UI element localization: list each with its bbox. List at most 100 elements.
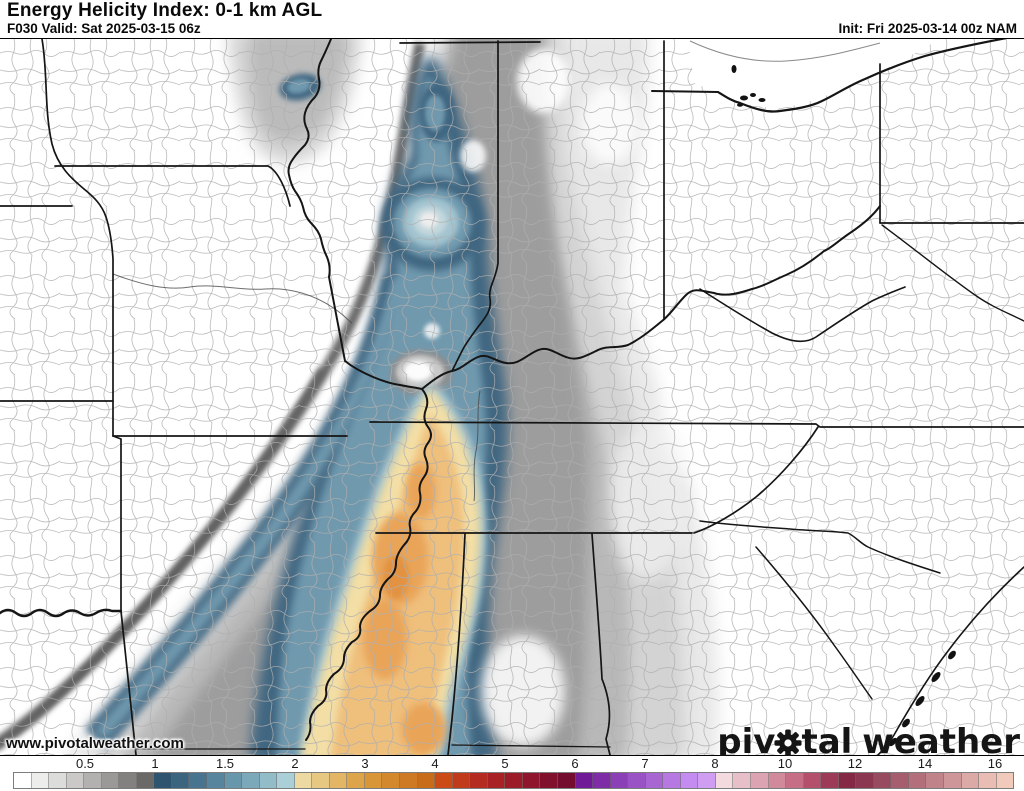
init-time-label: Init: Fri 2025-03-14 00z NAM	[838, 21, 1017, 36]
colorbar-cell	[277, 773, 295, 788]
lake-erie-south-shore	[717, 39, 1008, 113]
colorbar-cell	[610, 773, 629, 788]
colorbar-tick-label: 6	[571, 756, 579, 771]
border-ia-mo	[54, 165, 291, 207]
colorbar-tick-label: 5	[501, 756, 509, 771]
colorbar-cell	[891, 773, 909, 788]
colorbar-cell	[49, 773, 67, 788]
colorbar-cell	[470, 773, 488, 788]
colorbar-cell	[575, 773, 594, 788]
river-ohio	[421, 205, 881, 390]
lake-erie-north-shore	[689, 40, 881, 62]
colorbar-cell	[14, 773, 32, 788]
header: Energy Helicity Index: 0-1 km AGL F030 V…	[0, 0, 1024, 38]
colorbar-tick-label: 8	[711, 756, 719, 771]
river-missouri-border	[41, 39, 114, 437]
colorbar-cell	[189, 773, 208, 788]
colorbar-cell	[84, 773, 102, 788]
valid-time-label: F030 Valid: Sat 2025-03-15 06z	[7, 21, 201, 36]
colorbar-cell	[171, 773, 190, 788]
colorbar-cell	[926, 773, 944, 788]
colorbar-cell	[733, 773, 751, 788]
colorbar-cells	[13, 772, 1014, 789]
colorbar-cell	[66, 773, 85, 788]
colorbar-tick-label: 3	[361, 756, 369, 771]
border-ky-tn-va-nc	[369, 421, 1024, 428]
watermark-url: www.pivotalweather.com	[6, 735, 184, 752]
colorbar-cell	[698, 773, 716, 788]
colorbar-cell	[364, 773, 383, 788]
logo-text-tal: tal	[801, 722, 853, 762]
colorbar-cell	[996, 773, 1014, 788]
colorbar-cell	[786, 773, 804, 788]
colorbar-cell	[242, 773, 260, 788]
river-mississippi-lower	[305, 388, 432, 741]
colorbar-tick-label: 2	[291, 756, 299, 771]
state-borders	[0, 39, 1024, 755]
colorbar-cell	[452, 773, 471, 788]
colorbar-legend: 0.5 1 1.5 2 3 4 5 6 7 8 10 12 14 16	[0, 756, 1024, 791]
colorbar-tick-label: 0.5	[75, 756, 95, 771]
colorbar-cell	[856, 773, 874, 788]
lake-erie-islands	[731, 65, 766, 107]
colorbar-cell	[715, 773, 734, 788]
border-ga-sc	[755, 546, 873, 700]
colorbar-cell	[505, 773, 523, 788]
colorbar-cell	[329, 773, 348, 788]
colorbar-cell	[645, 773, 664, 788]
colorbar-cell	[663, 773, 681, 788]
gear-icon	[774, 729, 802, 757]
colorbar-tick-label: 14	[917, 756, 933, 771]
border-wv-va	[881, 224, 1024, 322]
colorbar-cell	[750, 773, 769, 788]
colorbar-cell	[294, 773, 313, 788]
colorbar-tick-label: 7	[641, 756, 649, 771]
colorbar-cell	[224, 773, 243, 788]
colorbar-cell	[821, 773, 839, 788]
colorbar-cell	[873, 773, 892, 788]
page-title: Energy Helicity Index: 0-1 km AGL	[7, 0, 323, 21]
colorbar-cell	[540, 773, 558, 788]
colorbar-cell	[628, 773, 646, 788]
colorbar-tick-label: 4	[431, 756, 439, 771]
colorbar-cell	[417, 773, 436, 788]
colorbar-cell	[435, 773, 453, 788]
colorbar-cell	[943, 773, 962, 788]
colorbar-cell	[101, 773, 120, 788]
colorbar-cell	[400, 773, 418, 788]
colorbar-tick-label: 16	[987, 756, 1003, 771]
border-tn-nc	[693, 426, 819, 534]
border-ky-va	[699, 286, 906, 343]
colorbar-cell	[259, 773, 278, 788]
colorbar-cell	[31, 773, 50, 788]
minor-rivers	[112, 273, 481, 502]
colorbar-cell	[680, 773, 699, 788]
map-canvas	[0, 39, 1024, 755]
border-il-in-wabash	[451, 40, 499, 372]
colorbar-cell	[136, 773, 155, 788]
colorbar-cell	[207, 773, 225, 788]
colorbar-cell	[803, 773, 822, 788]
border-nc-sc	[699, 520, 941, 574]
county-lines-overlay	[0, 39, 1024, 755]
lake-erie	[688, 39, 1008, 113]
border-mi-oh	[651, 90, 719, 93]
colorbar-cell	[979, 773, 997, 788]
colorbar-cell	[522, 773, 541, 788]
colorbar-cell	[154, 773, 172, 788]
atlantic-coast	[877, 566, 1024, 755]
colorbar-tick-labels: 0.5 1 1.5 2 3 4 5 6 7 8 10 12 14 16	[0, 756, 1024, 771]
river-mississippi-upper	[287, 39, 423, 390]
border-al-fl	[451, 744, 611, 748]
colorbar-cell	[908, 773, 927, 788]
colorbar-tick-label: 12	[847, 756, 863, 771]
colorbar-tick-label: 10	[777, 756, 793, 771]
colorbar-cell	[487, 773, 506, 788]
colorbar-cell	[961, 773, 980, 788]
colorbar-cell	[382, 773, 401, 788]
pivotalweather-logo: piv tal weather	[717, 725, 1020, 759]
colorbar-cell	[119, 773, 137, 788]
colorbar-cell	[768, 773, 787, 788]
coastal-islands	[889, 650, 956, 747]
logo-text-piv: piv	[717, 722, 776, 762]
